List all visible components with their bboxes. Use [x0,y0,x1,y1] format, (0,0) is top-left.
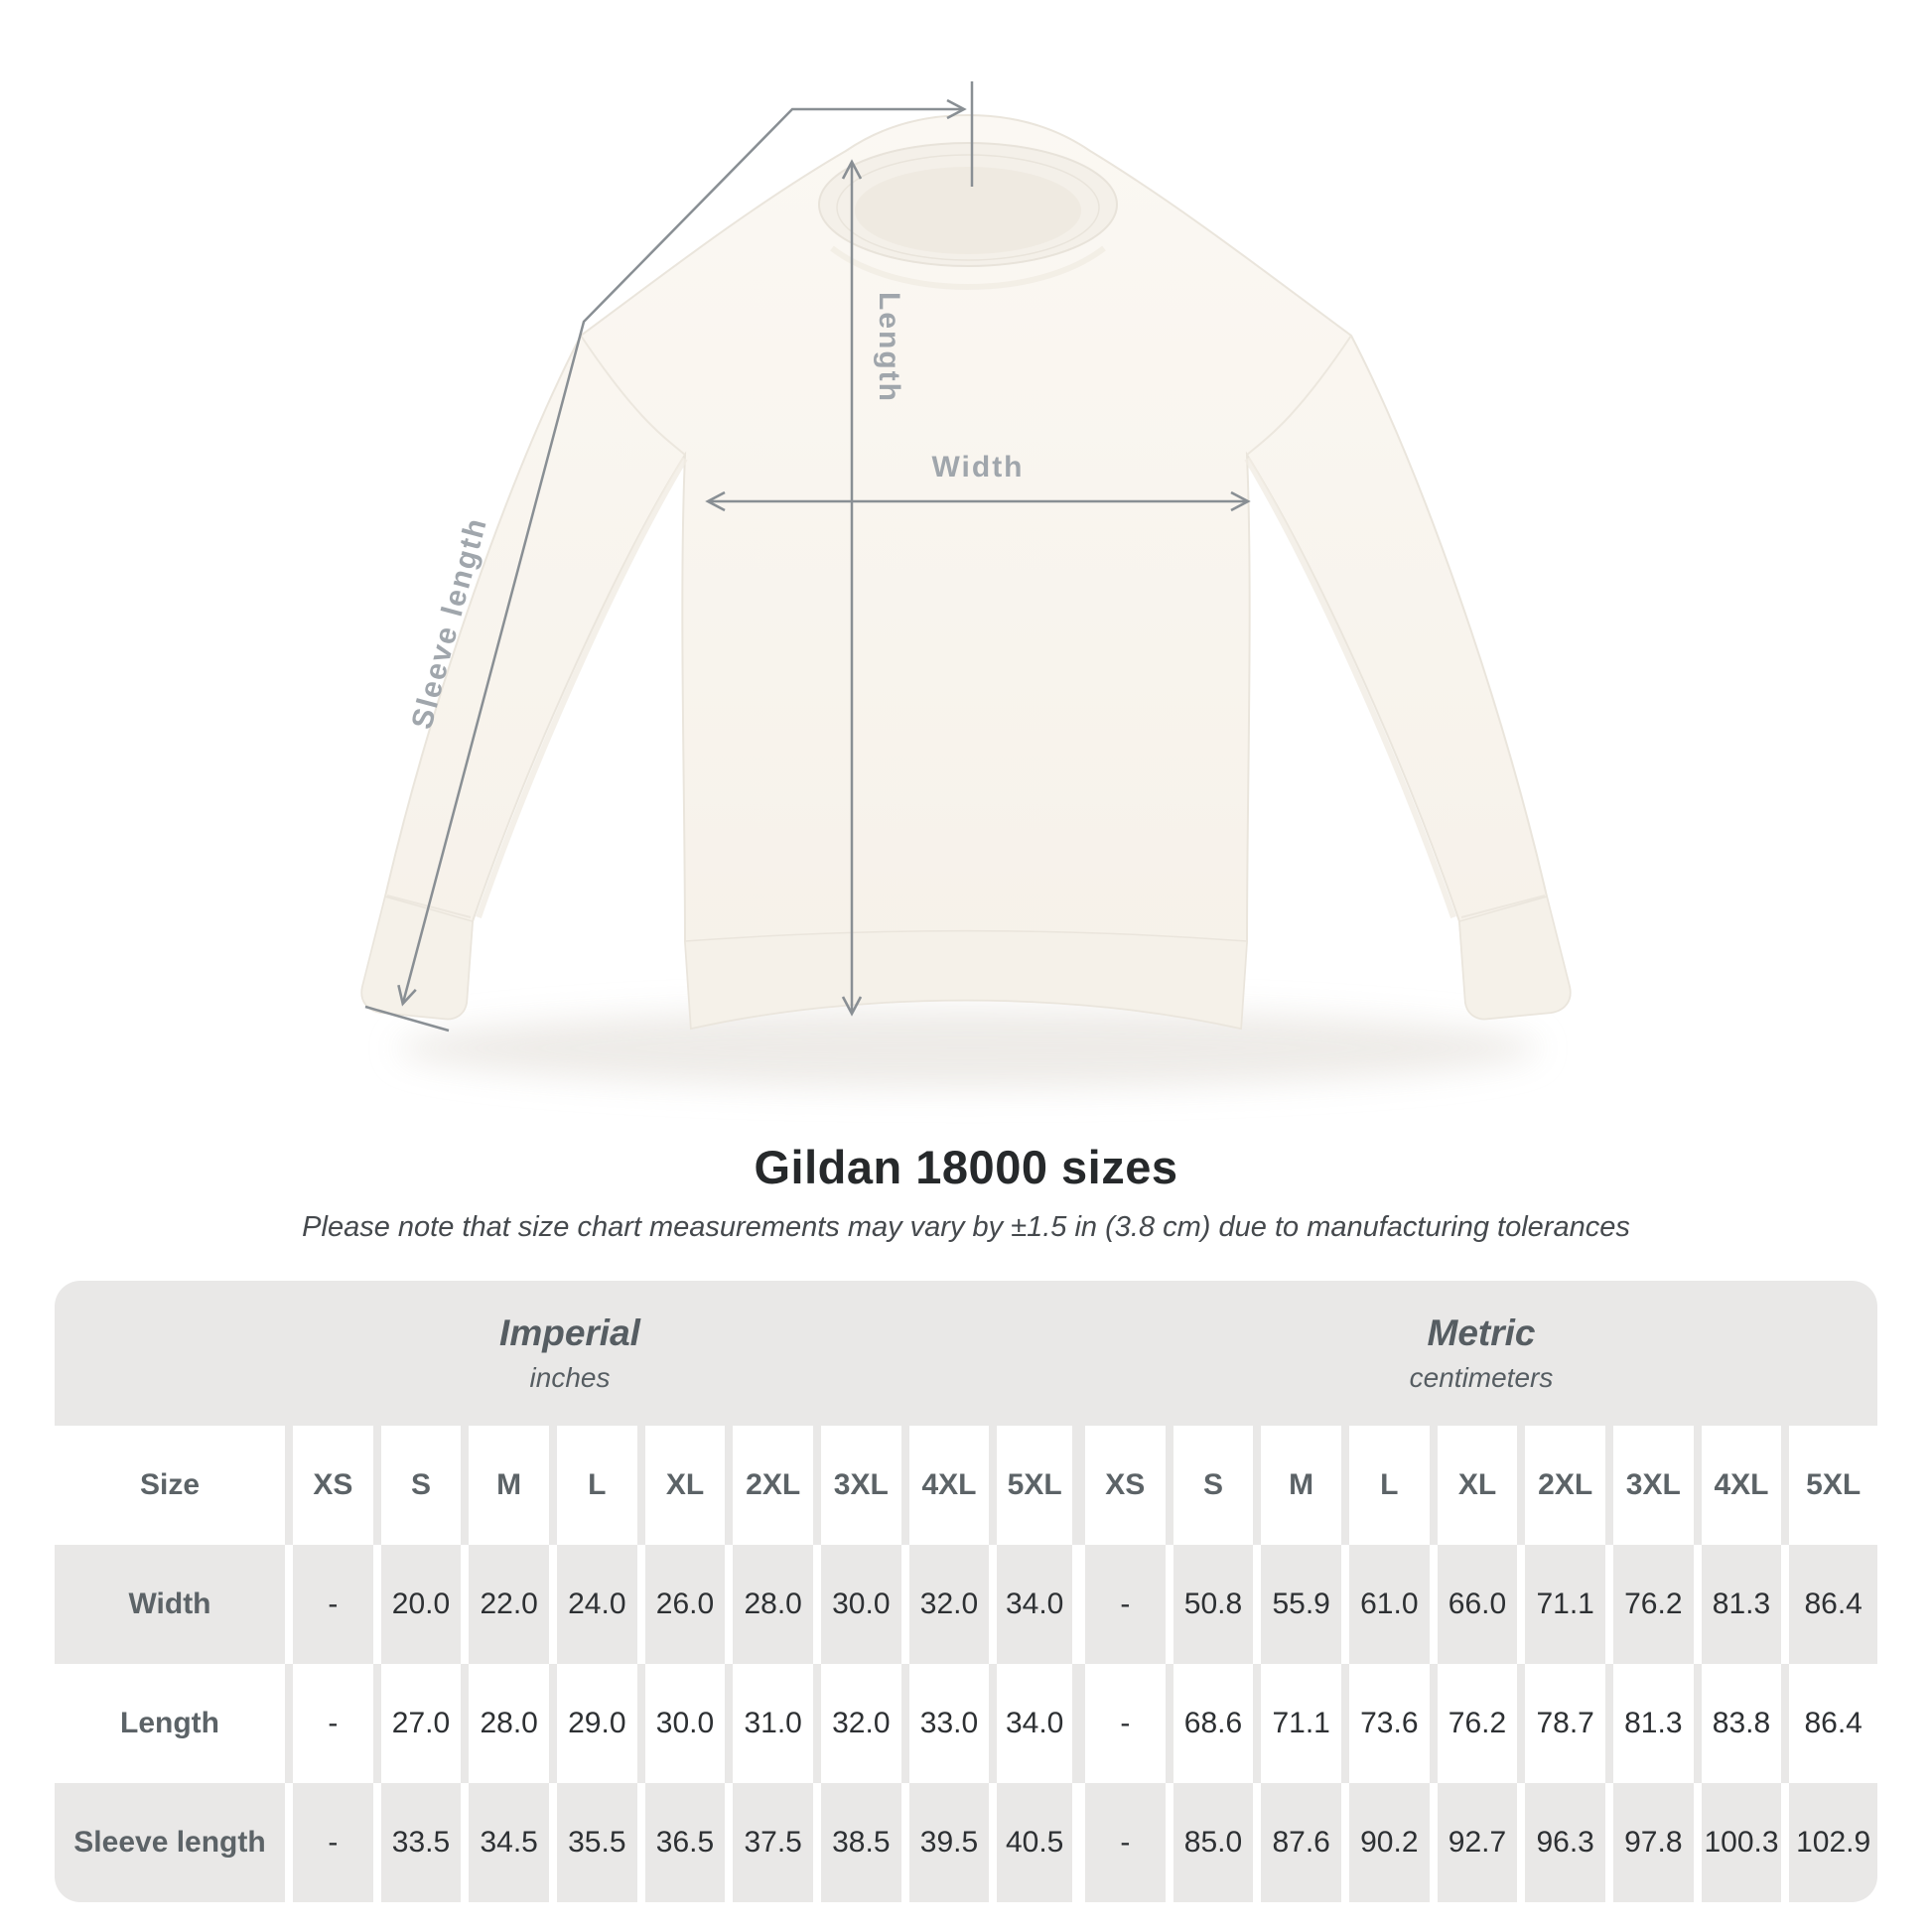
column-header-imperial-2xl: 2XL [733,1426,821,1545]
value-cell: 71.1 [1261,1664,1349,1783]
tolerance-note: Please note that size chart measurements… [302,1211,1630,1243]
value-cell: 83.8 [1701,1664,1790,1783]
value-cell: 29.0 [556,1664,645,1783]
garment-shadow [397,1009,1539,1088]
column-header-metric-l: L [1348,1426,1438,1545]
value-cell: 20.0 [380,1545,470,1664]
column-header-imperial-s: S [380,1426,470,1545]
value-cell: 66.0 [1437,1545,1526,1664]
table-row-sleeve-length: Sleeve length -33.5 34.5 35.5 36.5 37.5 38.5 39… [55,1783,1877,1902]
column-header-imperial-l: L [556,1426,645,1545]
value-cell: 33.0 [908,1664,998,1783]
page-title: Gildan 18000 sizes [754,1141,1178,1193]
unit-group-name: Metric [1427,1312,1536,1353]
row-label: Sleeve length [55,1783,293,1902]
value-cell: 32.0 [820,1664,909,1783]
value-cell: 40.5 [997,1783,1085,1902]
value-cell: - [1084,1664,1173,1783]
value-cell: 34.0 [997,1545,1085,1664]
sleeve-cuff-tick [364,1005,450,1033]
value-cell: 24.0 [556,1545,645,1664]
value-cell: - [1084,1545,1173,1664]
column-header-imperial-3xl: 3XL [820,1426,909,1545]
column-header-metric-2xl: 2XL [1525,1426,1613,1545]
sleeve-measure-line [397,98,967,1007]
right-cuff [1458,896,1572,1021]
column-header-imperial-m: M [469,1426,557,1545]
table-unit-band: Imperial inches Metric centimeters [55,1281,1877,1426]
value-cell: 73.6 [1348,1664,1438,1783]
column-header-metric-xl: XL [1437,1426,1526,1545]
value-cell: 100.3 [1701,1783,1790,1902]
size-table: Imperial inches Metric centimeters Size XS S M L… [55,1281,1877,1902]
table-header-row: Size XS S M L XL 2XL 3XL 4XL 5XL XS S M L XL 2XL 3XL 4XL 5… [55,1426,1877,1545]
unit-group-name: Imperial [499,1312,640,1353]
collar-opening [855,167,1081,254]
value-cell: 34.5 [469,1783,557,1902]
length-label: Length [873,292,905,403]
table-row-width: Width -20.0 22.0 24.0 26.0 28.0 30.0 32.0 34.0-5… [55,1545,1877,1664]
table-row-length: Length -27.0 28.0 29.0 30.0 31.0 32.0 33.0 34.0-… [55,1664,1877,1783]
row-label: Length [55,1664,293,1783]
value-cell: 78.7 [1525,1664,1613,1783]
value-cell: 28.0 [733,1545,821,1664]
column-header-metric-s: S [1173,1426,1262,1545]
value-cell: 92.7 [1437,1783,1526,1902]
value-cell: 81.3 [1701,1545,1790,1664]
value-cell: - [1084,1783,1173,1902]
value-cell: 96.3 [1525,1783,1613,1902]
value-cell: 102.9 [1789,1783,1877,1902]
value-cell: 30.0 [644,1664,734,1783]
value-cell: - [293,1545,381,1664]
size-column-header: Size [55,1426,293,1545]
value-cell: 76.2 [1437,1664,1526,1783]
column-header-metric-4xl: 4XL [1701,1426,1790,1545]
value-cell: 71.1 [1525,1545,1613,1664]
width-label: Width [931,451,1024,483]
value-cell: 97.8 [1612,1783,1702,1902]
value-cell: 87.6 [1261,1783,1349,1902]
row-label: Width [55,1545,293,1664]
column-header-metric-3xl: 3XL [1612,1426,1702,1545]
value-cell: 39.5 [908,1783,998,1902]
value-cell: 86.4 [1789,1664,1877,1783]
column-header-imperial-xl: XL [644,1426,734,1545]
column-header-imperial-4xl: 4XL [908,1426,998,1545]
value-cell: 27.0 [380,1664,470,1783]
value-cell: 31.0 [733,1664,821,1783]
column-header-imperial-5xl: 5XL [997,1426,1085,1545]
value-cell: 76.2 [1612,1545,1702,1664]
value-cell: 38.5 [820,1783,909,1902]
value-cell: 37.5 [733,1783,821,1902]
value-cell: 32.0 [908,1545,998,1664]
value-cell: 22.0 [469,1545,557,1664]
value-cell: 50.8 [1173,1545,1262,1664]
sweatshirt-measurement-diagram: Length Width Sleeve length [360,81,1572,1088]
value-cell: 30.0 [820,1545,909,1664]
value-cell: 90.2 [1348,1783,1438,1902]
unit-group-imperial: Imperial inches [55,1281,1085,1426]
unit-group-unit: inches [529,1362,611,1393]
unit-group-metric: Metric centimeters [1085,1281,1877,1426]
value-cell: 34.0 [997,1664,1085,1783]
value-cell: 86.4 [1789,1545,1877,1664]
value-cell: 85.0 [1173,1783,1262,1902]
value-cell: 35.5 [556,1783,645,1902]
value-cell: 68.6 [1173,1664,1262,1783]
value-cell: - [293,1783,381,1902]
value-cell: - [293,1664,381,1783]
column-header-metric-5xl: 5XL [1789,1426,1877,1545]
value-cell: 33.5 [380,1783,470,1902]
value-cell: 36.5 [644,1783,734,1902]
value-cell: 61.0 [1348,1545,1438,1664]
column-header-metric-xs: XS [1084,1426,1173,1545]
column-header-imperial-xs: XS [293,1426,381,1545]
value-cell: 26.0 [644,1545,734,1664]
value-cell: 28.0 [469,1664,557,1783]
value-cell: 55.9 [1261,1545,1349,1664]
value-cell: 81.3 [1612,1664,1702,1783]
column-header-metric-m: M [1261,1426,1349,1545]
unit-group-unit: centimeters [1409,1362,1554,1393]
